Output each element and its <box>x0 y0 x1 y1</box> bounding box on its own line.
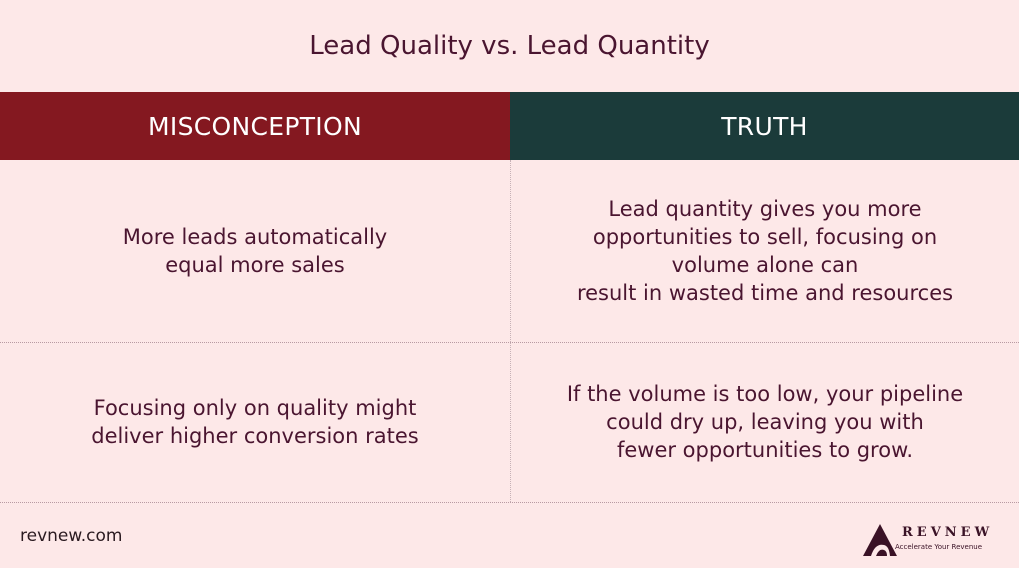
revnew-logo: REVNEW Accelerate Your Revenue <box>862 523 992 557</box>
truth-cell-2: If the volume is too low, your pipeline … <box>566 382 964 462</box>
logo-tagline: Accelerate Your Revenue <box>895 543 983 551</box>
misconception-cell-2: Focusing only on quality might deliver h… <box>91 396 419 448</box>
footer-url[interactable]: revnew.com <box>20 526 123 546</box>
table-bottom-divider <box>0 502 1019 503</box>
column-divider <box>510 160 511 502</box>
row-divider <box>0 342 1019 343</box>
logo-wordmark: REVNEW <box>902 525 994 540</box>
page-title: Lead Quality vs. Lead Quantity <box>309 31 710 61</box>
truth-header: TRUTH <box>510 92 1019 160</box>
misconception-header: MISCONCEPTION <box>0 92 510 160</box>
truth-cell-1: Lead quantity gives you more opportuniti… <box>576 197 954 305</box>
revnew-logo-icon <box>863 524 897 556</box>
misconception-cell-1: More leads automatically equal more sale… <box>122 225 388 277</box>
